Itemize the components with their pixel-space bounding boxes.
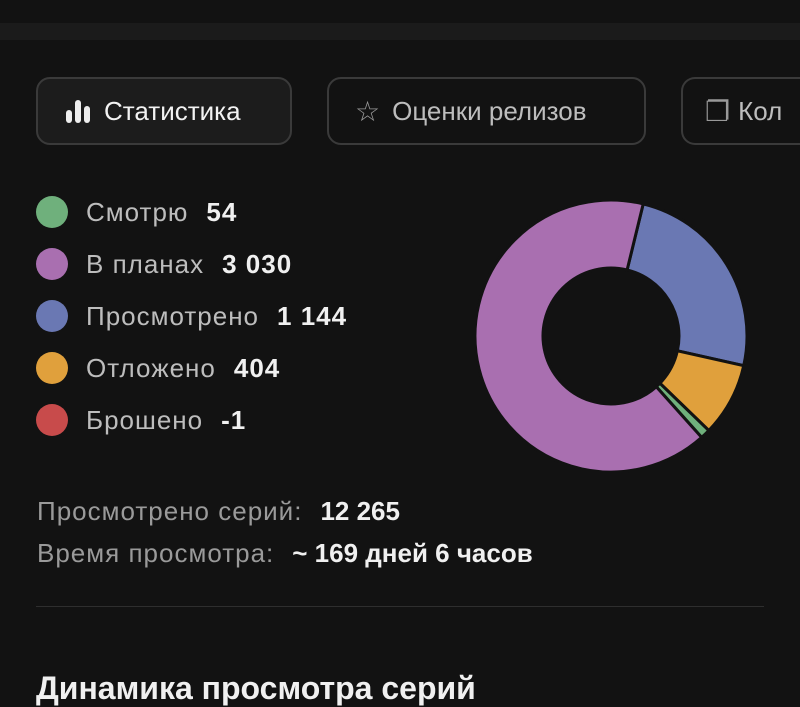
legend-label: Отложено — [86, 352, 216, 383]
section-title: Динамика просмотра серий — [36, 670, 476, 706]
tab-release-ratings[interactable]: ☆ Оценки релизов — [327, 77, 646, 145]
bar-chart-icon — [66, 100, 90, 123]
legend-label: В планах — [86, 248, 205, 279]
tab-statistics[interactable]: Статистика — [36, 77, 292, 145]
legend-value: 54 — [206, 196, 238, 227]
status-donut-chart — [473, 198, 749, 474]
status-dot — [36, 404, 68, 436]
legend-label: Просмотрено — [86, 300, 260, 331]
tab-label: Статистика — [104, 95, 241, 126]
donut-slice-1[interactable] — [625, 202, 749, 368]
legend-label: Смотрю — [86, 196, 189, 227]
legend-value: 404 — [233, 352, 281, 383]
stat-label: Просмотрено серий: — [37, 496, 303, 526]
legend-item-watching[interactable]: Смотрю 54 — [36, 186, 347, 238]
legend-value: -1 — [221, 404, 247, 435]
legend-value: 3 030 — [222, 248, 293, 279]
watch-time: Время просмотра: ~ 169 дней 6 часов — [37, 538, 533, 569]
tab-collections[interactable]: ❐ Кол — [681, 77, 800, 145]
legend-item-completed[interactable]: Просмотрено 1 144 — [36, 290, 347, 342]
status-dot — [36, 196, 68, 228]
legend-item-planned[interactable]: В планах 3 030 — [36, 238, 347, 290]
legend-value: 1 144 — [277, 300, 348, 331]
stat-label: Время просмотра: — [37, 538, 275, 568]
stat-value: ~ 169 дней 6 часов — [292, 538, 533, 568]
star-icon: ☆ — [355, 95, 381, 127]
episodes-watched: Просмотрено серий: 12 265 — [37, 496, 400, 527]
top-bar — [0, 23, 800, 40]
status-dot — [36, 300, 68, 332]
legend-label: Брошено — [86, 404, 204, 435]
divider — [36, 606, 764, 607]
collection-icon: ❐ — [705, 95, 731, 127]
tab-label: Кол — [738, 95, 783, 126]
status-dot — [36, 248, 68, 280]
tab-label: Оценки релизов — [392, 95, 587, 126]
legend-item-on-hold[interactable]: Отложено 404 — [36, 342, 347, 394]
status-legend: Смотрю 54 В планах 3 030 Просмотрено 1 144 … — [36, 186, 347, 446]
status-dot — [36, 352, 68, 384]
donut-slice-4[interactable] — [473, 198, 704, 474]
legend-item-dropped[interactable]: Брошено -1 — [36, 394, 347, 446]
stat-value: 12 265 — [320, 496, 400, 526]
